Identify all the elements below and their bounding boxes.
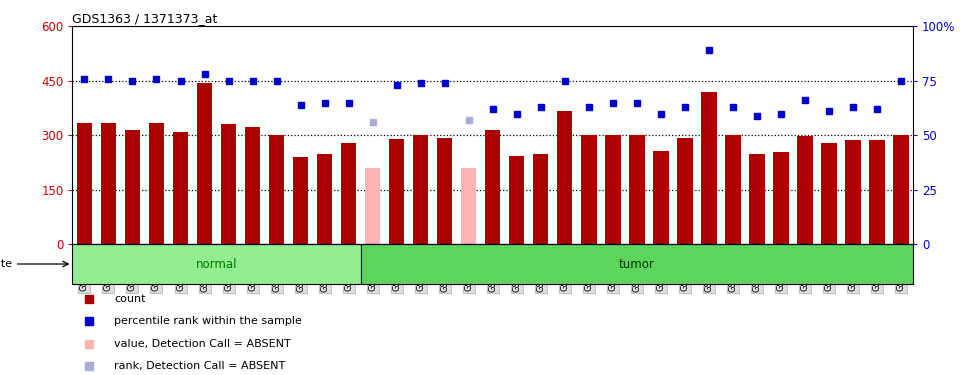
Bar bbox=[317, 154, 332, 244]
Bar bbox=[461, 168, 476, 244]
Text: GDS1363 / 1371373_at: GDS1363 / 1371373_at bbox=[72, 12, 217, 25]
Bar bbox=[341, 142, 356, 244]
Bar bbox=[893, 135, 909, 244]
Text: value, Detection Call = ABSENT: value, Detection Call = ABSENT bbox=[115, 339, 291, 349]
Bar bbox=[197, 82, 213, 245]
Bar bbox=[365, 168, 381, 244]
Text: normal: normal bbox=[196, 258, 238, 270]
Bar bbox=[724, 135, 741, 244]
Bar bbox=[701, 92, 717, 244]
Bar bbox=[269, 135, 284, 244]
Bar bbox=[125, 130, 140, 244]
Bar bbox=[581, 135, 597, 244]
Bar bbox=[149, 123, 164, 244]
Text: tumor: tumor bbox=[619, 258, 655, 270]
Bar bbox=[293, 157, 308, 244]
Bar bbox=[244, 128, 261, 244]
Text: rank, Detection Call = ABSENT: rank, Detection Call = ABSENT bbox=[115, 361, 286, 371]
Bar bbox=[412, 135, 429, 244]
Bar bbox=[173, 132, 188, 244]
Bar bbox=[533, 154, 549, 244]
Bar bbox=[653, 151, 668, 244]
Bar bbox=[509, 156, 525, 244]
Bar bbox=[629, 135, 644, 244]
Bar bbox=[220, 124, 237, 244]
Bar bbox=[845, 140, 861, 244]
Bar bbox=[749, 153, 765, 244]
Bar bbox=[556, 111, 573, 245]
Bar bbox=[100, 123, 116, 244]
Bar bbox=[821, 142, 837, 244]
Bar bbox=[773, 152, 788, 244]
Bar bbox=[72, 244, 360, 284]
Bar bbox=[869, 140, 885, 244]
Bar bbox=[485, 130, 500, 244]
Bar bbox=[605, 135, 620, 244]
Bar bbox=[677, 138, 693, 244]
Bar bbox=[797, 136, 812, 244]
Text: percentile rank within the sample: percentile rank within the sample bbox=[115, 316, 302, 326]
Bar bbox=[388, 139, 405, 244]
Bar bbox=[76, 123, 93, 244]
Text: disease state: disease state bbox=[0, 259, 69, 269]
Bar bbox=[437, 138, 452, 244]
Text: count: count bbox=[115, 294, 146, 304]
Bar bbox=[360, 244, 913, 284]
